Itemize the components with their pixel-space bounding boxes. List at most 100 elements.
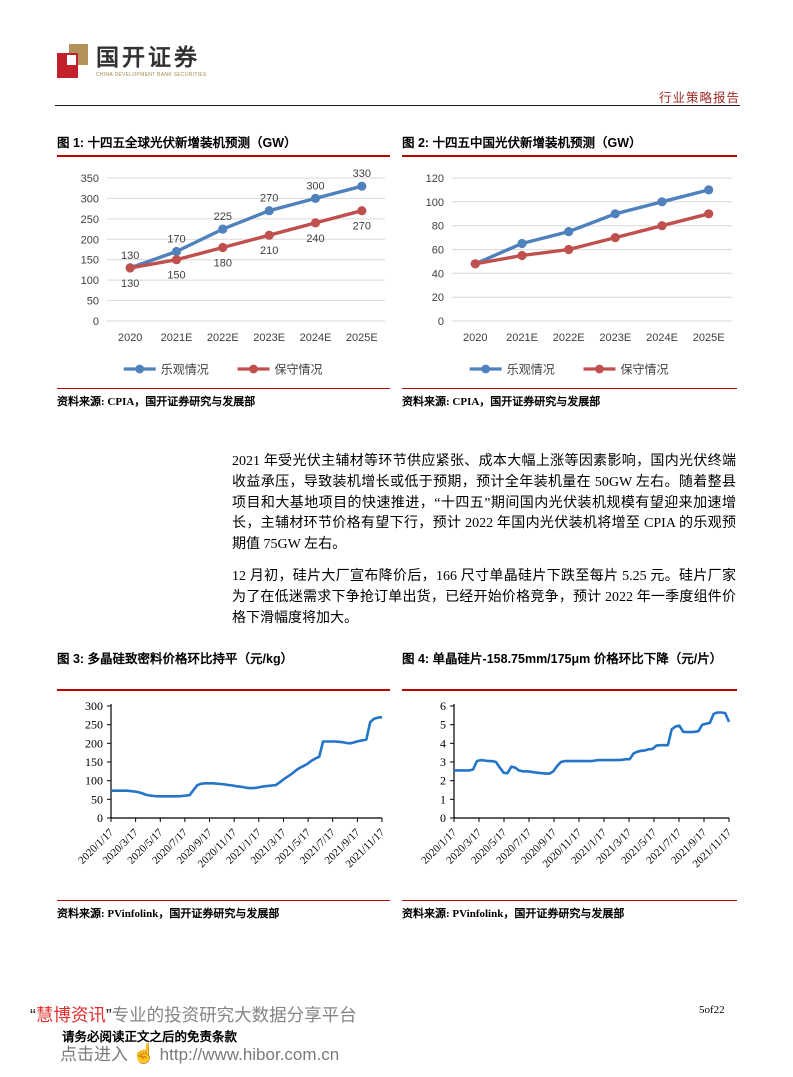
svg-text:200: 200 (81, 234, 99, 246)
paragraph-1: 2021 年受光伏主辅材等环节供应紧张、成本大幅上涨等因素影响，国内光伏终端收益… (232, 454, 736, 553)
figure-3-chart: 0501001502002503002020/1/172020/3/172020… (76, 699, 387, 870)
link-prefix[interactable]: 点击进入 (60, 1045, 128, 1064)
figure-4-title: 图 4: 单晶硅片-158.75mm/175μm 价格环比下降（元/片） (402, 652, 723, 666)
svg-text:乐观情况: 乐观情况 (507, 363, 555, 377)
svg-text:225: 225 (214, 211, 232, 223)
svg-text:2025E: 2025E (693, 332, 725, 344)
svg-text:100: 100 (85, 774, 103, 788)
logo-title: 国开证券 (96, 44, 200, 70)
figure-1-title: 图 1: 十四五全球光伏新增装机预测（GW） (57, 136, 297, 150)
svg-text:300: 300 (306, 180, 324, 192)
figure-3: 图 3: 多晶硅致密料价格环比持平（元/kg） 0 50 100 150 200 250 3… (57, 650, 390, 921)
report-type-label: 行业策略报告 (658, 91, 740, 105)
svg-text:50: 50 (91, 792, 103, 806)
svg-text:130: 130 (121, 278, 139, 290)
svg-text:40: 40 (432, 268, 444, 280)
svg-text:2024E: 2024E (300, 332, 332, 344)
svg-text:0: 0 (440, 811, 446, 825)
svg-text:0: 0 (97, 811, 103, 825)
svg-text:2021E: 2021E (506, 332, 538, 344)
figure-2: 图 2: 十四五中国光伏新增装机预测（GW） 0 20 40 60 80 100 120 20… (402, 134, 737, 409)
svg-text:300: 300 (81, 193, 99, 205)
hand-pointer-icon: ☝ (132, 1044, 156, 1065)
svg-text:保守情况: 保守情况 (275, 363, 323, 377)
site-link-row[interactable]: 点击进入 ☝ http://www.hibor.com.cn (60, 1040, 339, 1066)
svg-text:120: 120 (426, 173, 444, 185)
watermark-banner: “慧博资讯”专业的投资研究大数据分享平台 (30, 1002, 357, 1027)
svg-text:0: 0 (438, 316, 444, 328)
watermark-brand: 慧博资讯 (35, 1005, 106, 1025)
figure-1-chart: 0 50 100 150 200 250 300 350 2020 2021E 2022E 2023E… (81, 168, 385, 377)
svg-text:200: 200 (85, 736, 103, 750)
svg-text:150: 150 (167, 270, 185, 282)
figure-2-title: 图 2: 十四五中国光伏新增装机预测（GW） (402, 136, 642, 150)
svg-text:2023E: 2023E (599, 332, 631, 344)
svg-text:保守情况: 保守情况 (621, 363, 669, 377)
svg-text:2022E: 2022E (553, 332, 585, 344)
logo-mark-icon (57, 44, 88, 78)
figure-4-chart: 01234562020/1/172020/3/172020/5/172020/7… (419, 699, 734, 870)
svg-text:0: 0 (93, 316, 99, 328)
svg-text:80: 80 (432, 221, 444, 233)
svg-text:270: 270 (260, 193, 278, 205)
svg-text:2020: 2020 (118, 332, 142, 344)
svg-text:60: 60 (432, 245, 444, 257)
watermark-quote-open: “ (30, 1005, 36, 1025)
figure-3-title: 图 3: 多晶硅致密料价格环比持平（元/kg） (57, 652, 294, 666)
svg-text:4: 4 (440, 736, 446, 750)
svg-text:2025E: 2025E (346, 332, 378, 344)
svg-text:300: 300 (85, 699, 103, 713)
svg-text:6: 6 (440, 699, 446, 713)
svg-text:1: 1 (440, 792, 446, 806)
svg-text:3: 3 (440, 755, 446, 769)
logo-subtitle: CHINA DEVELOPMENT BANK SECURITIES (96, 72, 207, 78)
svg-text:2024E: 2024E (646, 332, 678, 344)
svg-text:5: 5 (440, 718, 446, 732)
logo-white-square (67, 55, 76, 65)
svg-text:240: 240 (306, 233, 324, 245)
svg-text:250: 250 (85, 718, 103, 732)
svg-text:150: 150 (81, 255, 99, 267)
svg-text:2023E: 2023E (253, 332, 285, 344)
svg-text:100: 100 (426, 197, 444, 209)
disclaimer-text: 请务必阅读正文之后的免责条款 (62, 1030, 238, 1044)
figure-3-title-rule (57, 689, 390, 691)
svg-text:270: 270 (353, 221, 371, 233)
header-rule (55, 105, 740, 106)
svg-text:180: 180 (214, 258, 232, 270)
watermark-quote-close: ” (105, 1005, 112, 1025)
svg-text:150: 150 (85, 755, 103, 769)
svg-text:330: 330 (353, 168, 371, 180)
figure-1: 图 1: 十四五全球光伏新增装机预测（GW） 0 50 100 150 200 250 30… (57, 134, 390, 409)
svg-text:210: 210 (260, 245, 278, 257)
company-logo: 国开证券 CHINA DEVELOPMENT BANK SECURITIES (57, 44, 207, 78)
svg-text:350: 350 (81, 173, 99, 185)
site-link[interactable]: http://www.hibor.com.cn (159, 1045, 340, 1064)
figure-row-top: 图 1: 十四五全球光伏新增装机预测（GW） 0 50 100 150 200 250 30… (57, 134, 737, 409)
figure-4-title-rule (402, 689, 737, 691)
svg-text:250: 250 (81, 214, 99, 226)
svg-text:2022E: 2022E (207, 332, 239, 344)
svg-text:170: 170 (167, 234, 185, 246)
figure-2-title-rule (402, 155, 737, 157)
svg-text:2020: 2020 (463, 332, 487, 344)
watermark-tagline: 专业的投资研究大数据分享平台 (111, 1005, 357, 1025)
figure-2-chart: 0 20 40 60 80 100 120 2020 2021E 2022E 2023E 2024E 2… (426, 173, 732, 377)
svg-text:20: 20 (432, 292, 444, 304)
svg-text:50: 50 (87, 296, 99, 308)
figure-row-bottom: 图 3: 多晶硅致密料价格环比持平（元/kg） 0 50 100 150 200 250 3… (57, 650, 737, 921)
figure-3-source: 资料来源: PVinfolink，国开证券研究与发展部 (57, 900, 390, 921)
svg-text:乐观情况: 乐观情况 (161, 363, 209, 377)
figure-1-source: 资料来源: CPIA，国开证券研究与发展部 (57, 388, 390, 409)
figure-4-source: 资料来源: PVinfolink，国开证券研究与发展部 (402, 900, 737, 921)
paragraph-2: 12 月初，硅片大厂宣布降价后，166 尺寸单晶硅片下跌至每片 5.25 元。硅… (232, 568, 736, 626)
figure-2-source: 资料来源: CPIA，国开证券研究与发展部 (402, 388, 737, 409)
svg-text:130: 130 (121, 250, 139, 262)
figure-4: 图 4: 单晶硅片-158.75mm/175μm 价格环比下降（元/片） 0 1 2… (402, 650, 737, 921)
svg-text:2021E: 2021E (161, 332, 193, 344)
page-number: 5of22 (699, 1004, 725, 1016)
svg-text:2: 2 (440, 774, 446, 788)
svg-text:100: 100 (81, 275, 99, 287)
body-text: 2021 年受光伏主辅材等环节供应紧张、成本大幅上涨等因素影响，国内光伏终端收益… (232, 452, 736, 640)
